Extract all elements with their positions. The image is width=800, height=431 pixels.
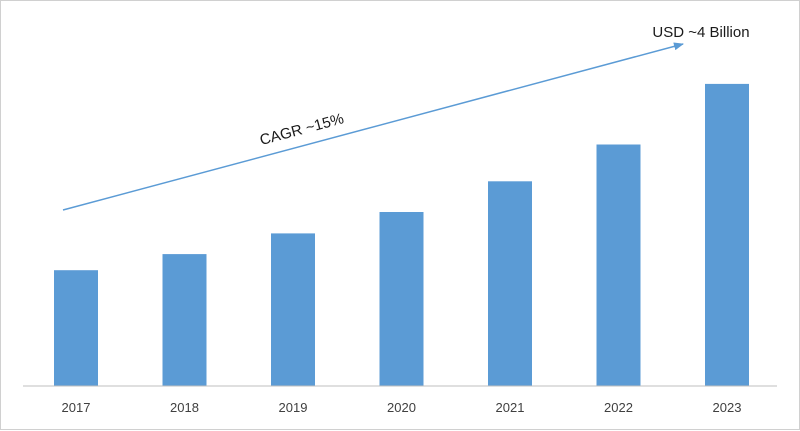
x-tick-labels: 2017 2018 2019 2020 2021 2022 2023: [62, 400, 742, 415]
cagr-label: CAGR ~15%: [258, 110, 346, 149]
bar-2021: [488, 181, 532, 386]
x-tick-2023: 2023: [713, 400, 742, 415]
x-tick-2021: 2021: [496, 400, 525, 415]
x-tick-2017: 2017: [62, 400, 91, 415]
bar-2022: [596, 144, 641, 386]
x-tick-2019: 2019: [279, 400, 308, 415]
bar-2023: [705, 83, 749, 387]
bar-2019: [271, 233, 315, 386]
bar-2020: [379, 212, 424, 386]
cagr-arrow: [62, 42, 684, 211]
bar-2018: [162, 254, 207, 386]
x-tick-2022: 2022: [604, 400, 633, 415]
x-tick-2018: 2018: [170, 400, 199, 415]
end-value-label: USD ~4 Billion: [652, 24, 749, 41]
bar-2017: [54, 270, 98, 386]
bars-layer: [54, 83, 749, 387]
x-tick-2020: 2020: [387, 400, 416, 415]
